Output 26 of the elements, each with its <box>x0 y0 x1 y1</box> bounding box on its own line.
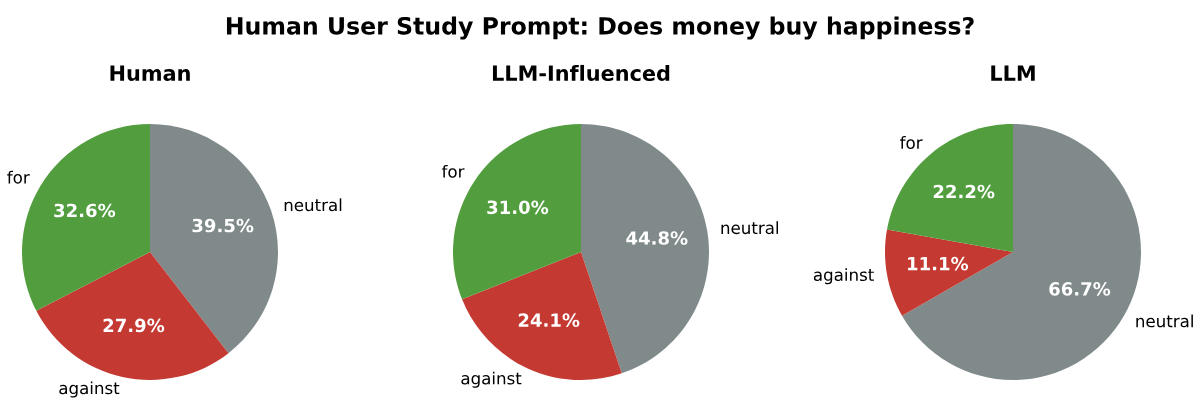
data-label: 32.6% <box>54 203 116 218</box>
data-label: 31.0% <box>487 200 549 215</box>
pie-slice <box>36 252 229 380</box>
data-label: 66.7% <box>1049 282 1111 296</box>
slice-label: for <box>900 136 923 149</box>
slice-label: against <box>461 371 522 388</box>
slice-label: neutral <box>1136 314 1193 328</box>
slice-label: neutral <box>284 198 342 212</box>
data-label: 24.1% <box>518 313 580 327</box>
pie-slice <box>581 124 709 374</box>
slice-label: for <box>441 164 465 178</box>
pie-slice <box>885 229 1013 316</box>
data-label: 27.9% <box>103 318 165 333</box>
chart-title: LLM-Influenced <box>492 64 670 82</box>
slice-label: against <box>59 381 120 398</box>
data-label: 39.5% <box>192 218 254 233</box>
slice-label: for <box>7 170 30 184</box>
text: Human User Study Prompt: Does money buy happiness? <box>226 16 974 40</box>
pie-slice <box>886 124 1013 252</box>
slice-label: against <box>813 268 874 285</box>
chart-title: LLM <box>991 65 1035 81</box>
slice-label: neutral <box>721 221 779 235</box>
chart-title: Human <box>110 65 190 82</box>
data-label: 11.1% <box>908 256 969 271</box>
data-label: 44.8% <box>626 231 688 245</box>
data-label: 22.2% <box>933 184 995 199</box>
